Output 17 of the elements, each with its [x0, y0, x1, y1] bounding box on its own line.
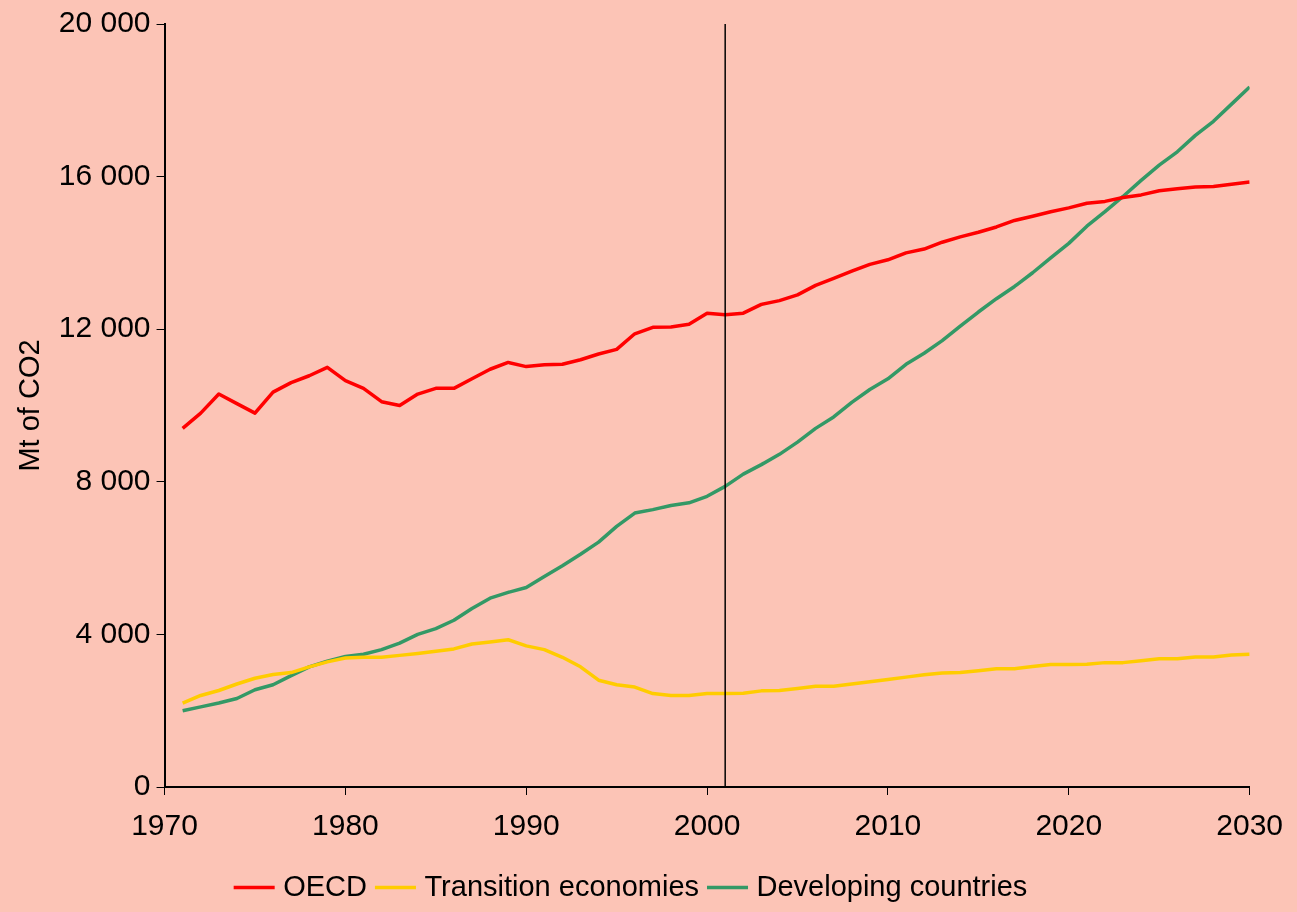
x-tick-label: 1970 [131, 808, 198, 842]
x-tick-label: 2000 [673, 808, 741, 842]
legend-label: Developing countries [756, 869, 1028, 902]
x-tick-label: 2010 [854, 808, 922, 842]
legend-label: Transition economies [424, 869, 700, 902]
legend-label: OECD [283, 869, 367, 902]
y-tick-label: 0 [133, 768, 151, 802]
y-tick-label: 4 000 [75, 615, 151, 649]
y-tick-label: 8 000 [75, 463, 151, 497]
y-axis-title: Mt of CO2 [13, 339, 46, 472]
x-tick-label: 2020 [1035, 808, 1103, 842]
x-tick-label: 1980 [312, 808, 379, 842]
y-tick-label: 20 000 [58, 5, 151, 39]
y-tick-label: 12 000 [58, 310, 151, 344]
x-tick-label: 1990 [492, 808, 560, 842]
x-tick-label: 2030 [1216, 808, 1284, 842]
y-tick-label: 16 000 [58, 157, 151, 191]
